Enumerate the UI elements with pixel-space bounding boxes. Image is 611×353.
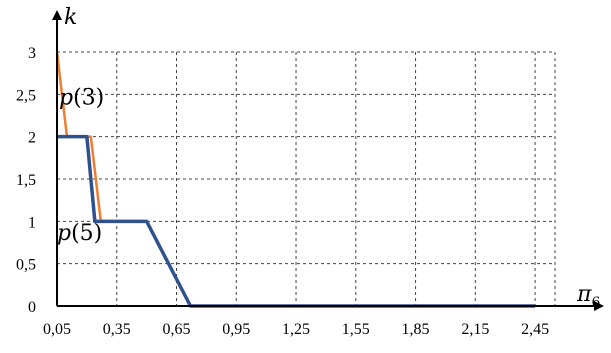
- y-axis-label: k: [64, 5, 77, 30]
- y-tick-label: 2,5: [16, 87, 36, 104]
- tick-labels: 0,05 0,35 0,65 0,95 1,25 1,55 1,85 2,15 2,45 0 0,5…: [16, 45, 549, 338]
- x-tick-label: 2,45: [521, 321, 549, 338]
- x-axis-label-subscript: 6: [591, 295, 600, 311]
- y-tick-label: 1,5: [16, 172, 36, 189]
- x-tick-label: 1,55: [342, 321, 370, 338]
- annotation-prefix: p: [59, 85, 73, 110]
- x-tick-label: 0,35: [103, 321, 131, 338]
- x-axis-label-main: π: [576, 282, 592, 307]
- annotation-1: p(3): [59, 85, 104, 110]
- x-tick-label: 0,65: [163, 321, 191, 338]
- y-tick-label: 2: [28, 130, 36, 147]
- x-tick-label: 2,15: [461, 321, 489, 338]
- x-tick-label: 1,25: [282, 321, 310, 338]
- x-tick-label: 0,05: [43, 321, 71, 338]
- x-axis-label: π6: [576, 282, 600, 311]
- annotation-2: p(5): [57, 221, 102, 246]
- y-tick-label: 0: [28, 299, 36, 316]
- grid: [57, 51, 556, 306]
- y-tick-label: 0,5: [16, 257, 36, 274]
- axes: [52, 10, 604, 311]
- y-tick-label: 1: [28, 214, 36, 231]
- x-tick-label: 0,95: [222, 321, 250, 338]
- x-tick-label: 1,85: [402, 321, 430, 338]
- annotation-prefix: p: [57, 221, 71, 246]
- y-tick-label: 3: [28, 45, 36, 62]
- annotations: p(3)p(5): [57, 85, 104, 245]
- annotation-text: (3): [73, 85, 104, 110]
- annotation-text: (5): [71, 221, 102, 246]
